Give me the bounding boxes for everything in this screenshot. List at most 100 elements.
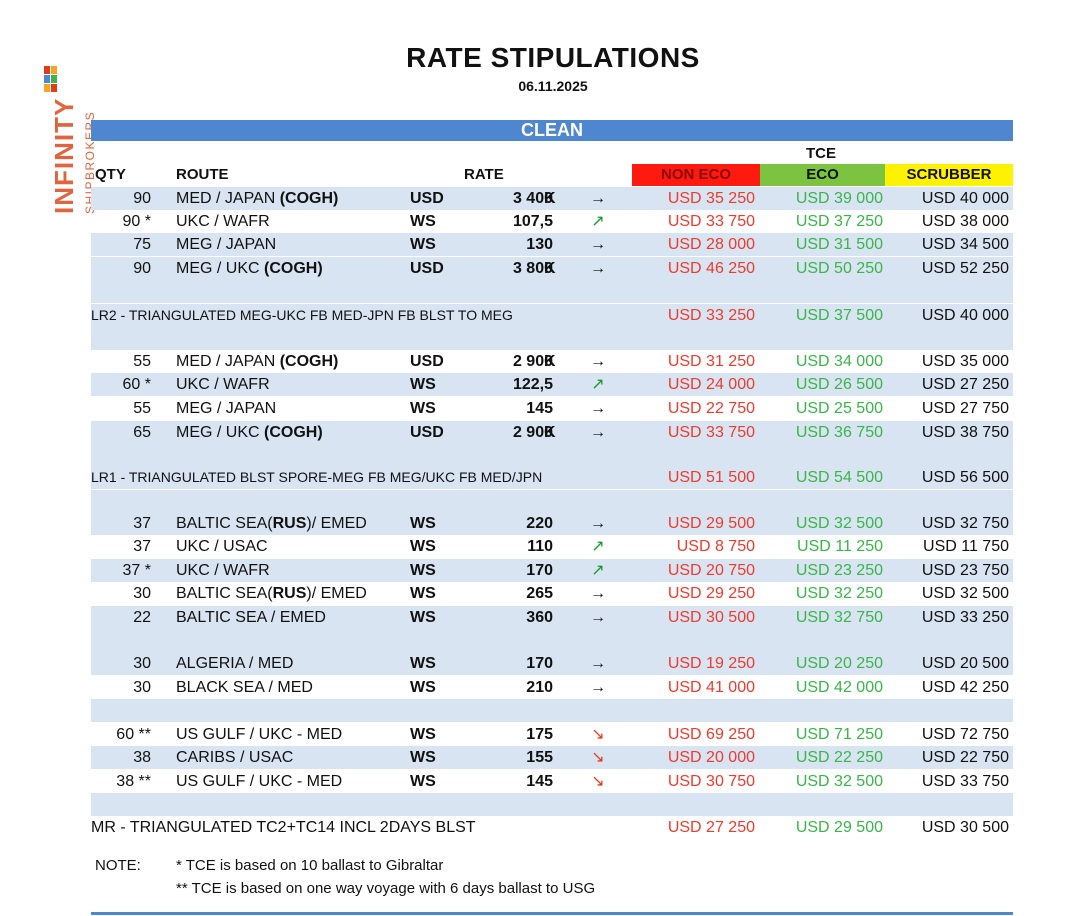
tce-non-eco-cell: USD 33 250 (667, 307, 755, 324)
rate-value-cell: 360 (526, 609, 553, 626)
tce-non-eco-cell: USD 27 250 (667, 819, 755, 836)
route-bold-text: (COGH) (264, 424, 323, 441)
tce-eco-cell: USD 42 000 (795, 679, 883, 696)
tce-scrubber-cell: USD 40 000 (921, 190, 1009, 207)
tce-eco-cell: USD 50 250 (795, 260, 883, 277)
tce-scrubber-cell: USD 52 250 (921, 260, 1009, 277)
bottom-rule (91, 912, 1013, 915)
rate-basis-cell: WS (410, 655, 436, 672)
tce-scrubber-cell: USD 56 500 (921, 469, 1009, 486)
qty-cell: 30 (133, 679, 151, 696)
tce-non-eco-cell: USD 30 500 (667, 609, 755, 626)
tce-eco-cell: USD 11 250 (797, 538, 883, 555)
route-text: CARIBS / USAC (176, 749, 294, 766)
rate-value-cell: 122,5 (512, 376, 553, 393)
rate-value-cell: 265 (526, 585, 553, 602)
tce-scrubber-cell: USD 42 250 (921, 679, 1009, 696)
triangulated-label: LR1 - TRIANGULATED BLST SPORE-MEG FB MEG… (91, 469, 543, 485)
route-cell: CARIBS / USAC (176, 746, 293, 769)
tce-scrubber-cell: USD 32 500 (921, 585, 1009, 602)
route-text: MEG / UKC (176, 260, 265, 277)
route-cell: US GULF / UKC - MED (176, 770, 342, 793)
qty-cell: 37 * (122, 562, 151, 579)
route-text: MED / JAPAN (176, 353, 280, 370)
rate-basis-cell: WS (410, 726, 436, 743)
qty-cell: 90 * (122, 213, 151, 230)
tce-scrubber-cell: USD 38 750 (921, 424, 1009, 441)
tce-non-eco-cell: USD 28 000 (667, 236, 755, 253)
header-qty: QTY (95, 166, 126, 183)
qty-cell: 65 (133, 424, 151, 441)
rate-value-cell: 170 (526, 562, 553, 579)
trend-arrow-icon: ↘ (591, 726, 605, 743)
table-row: 22 BALTIC SEA / EMED WS 360 → USD 30 500 USD 3… (91, 606, 1013, 629)
tce-eco-cell: USD 32 500 (795, 515, 883, 532)
tce-scrubber-cell: USD 72 750 (921, 726, 1009, 743)
tce-scrubber-cell: USD 32 750 (921, 515, 1009, 532)
rate-basis-cell: WS (410, 515, 436, 532)
rate-value-cell: 110 (527, 538, 553, 555)
qty-cell: 75 (133, 236, 151, 253)
qty-cell: 30 (133, 655, 151, 672)
trend-arrow-icon: ↗ (591, 376, 605, 393)
table-row: 30 ALGERIA / MED WS 170 → USD 19 250 USD 20 25… (91, 652, 1013, 675)
table-row: 90 * UKC / WAFR WS 107,5 ↗ USD 33 750 USD 37 2… (91, 210, 1013, 233)
qty-cell: 38 ** (116, 773, 151, 790)
tce-scrubber-cell: USD 27 250 (921, 376, 1009, 393)
page-title: RATE STIPULATIONS (406, 42, 700, 73)
rate-basis-cell: USD (410, 353, 444, 370)
route-text: UKC / WAFR (176, 213, 270, 230)
rate-value-cell: 3 800 (512, 260, 553, 277)
note-line-1: * TCE is based on 10 ballast to Gibralta… (176, 857, 444, 874)
rate-basis-cell: WS (410, 609, 436, 626)
qty-cell: 55 (133, 353, 151, 370)
route-text: MEG / JAPAN (176, 236, 277, 253)
rate-basis-cell: WS (410, 679, 436, 696)
rate-basis-cell: USD (410, 424, 444, 441)
rate-value-cell: 145 (526, 400, 553, 417)
triangulated-label: LR2 - TRIANGULATED MEG-UKC FB MED-JPN FB… (91, 307, 513, 323)
rate-basis-cell: WS (410, 400, 436, 417)
rate-unit-cell: K (544, 424, 556, 441)
tce-eco-cell: USD 34 000 (795, 353, 883, 370)
route-tail-text: )/ EMED (306, 585, 367, 602)
note-line-2: ** TCE is based on one way voyage with 6… (176, 880, 596, 897)
tce-scrubber-cell: USD 30 500 (921, 819, 1009, 836)
rate-value-cell: 210 (526, 679, 553, 696)
route-text: BALTIC SEA / EMED (176, 609, 326, 626)
route-cell: MEG / UKC (COGH) (176, 257, 323, 280)
table-row: 65 MEG / UKC (COGH) USD 2 900 K → USD 33 750 US… (91, 421, 1013, 444)
tce-eco-cell: USD 71 250 (795, 726, 883, 743)
route-cell: BALTIC SEA(RUS)/ EMED (176, 512, 367, 535)
trend-arrow-icon: ↘ (591, 773, 605, 790)
qty-cell: 90 (133, 190, 151, 207)
spacer-band (91, 490, 1013, 513)
route-text: UKC / WAFR (176, 376, 270, 393)
tce-eco-cell: USD 22 250 (795, 749, 883, 766)
tce-scrubber-cell: USD 35 000 (921, 353, 1009, 370)
rate-value-cell: 130 (526, 236, 553, 253)
rate-basis-cell: WS (410, 213, 436, 230)
route-bold-text: RUS (272, 515, 307, 532)
qty-cell: 55 (133, 400, 151, 417)
tce-eco-cell: USD 31 500 (795, 236, 883, 253)
route-cell: BALTIC SEA(RUS)/ EMED (176, 582, 367, 605)
tce-scrubber-cell: USD 23 750 (921, 562, 1009, 579)
tce-eco-cell: USD 23 250 (795, 562, 883, 579)
route-cell: MEG / JAPAN (176, 397, 276, 420)
route-bold-text: (COGH) (264, 260, 323, 277)
rate-value-cell: 107,5 (512, 213, 553, 230)
tce-non-eco-cell: USD 33 750 (667, 424, 755, 441)
trend-arrow-icon: → (590, 585, 606, 602)
table-row: 90 MED / JAPAN (COGH) USD 3 400 K → USD 35 250… (91, 187, 1013, 210)
trend-arrow-icon: → (590, 260, 606, 277)
tce-scrubber-cell: USD 38 000 (921, 213, 1009, 230)
trend-arrow-icon: ↗ (591, 538, 605, 555)
qty-cell: 22 (133, 609, 151, 626)
tce-non-eco-cell: USD 24 000 (667, 376, 755, 393)
table-row: 55 MED / JAPAN (COGH) USD 2 900 K → USD 31 250… (91, 350, 1013, 373)
route-cell: ALGERIA / MED (176, 652, 293, 675)
rate-value-cell: 145 (526, 773, 553, 790)
tce-eco-cell: USD 39 000 (795, 190, 883, 207)
route-bold-text: (COGH) (279, 353, 339, 370)
